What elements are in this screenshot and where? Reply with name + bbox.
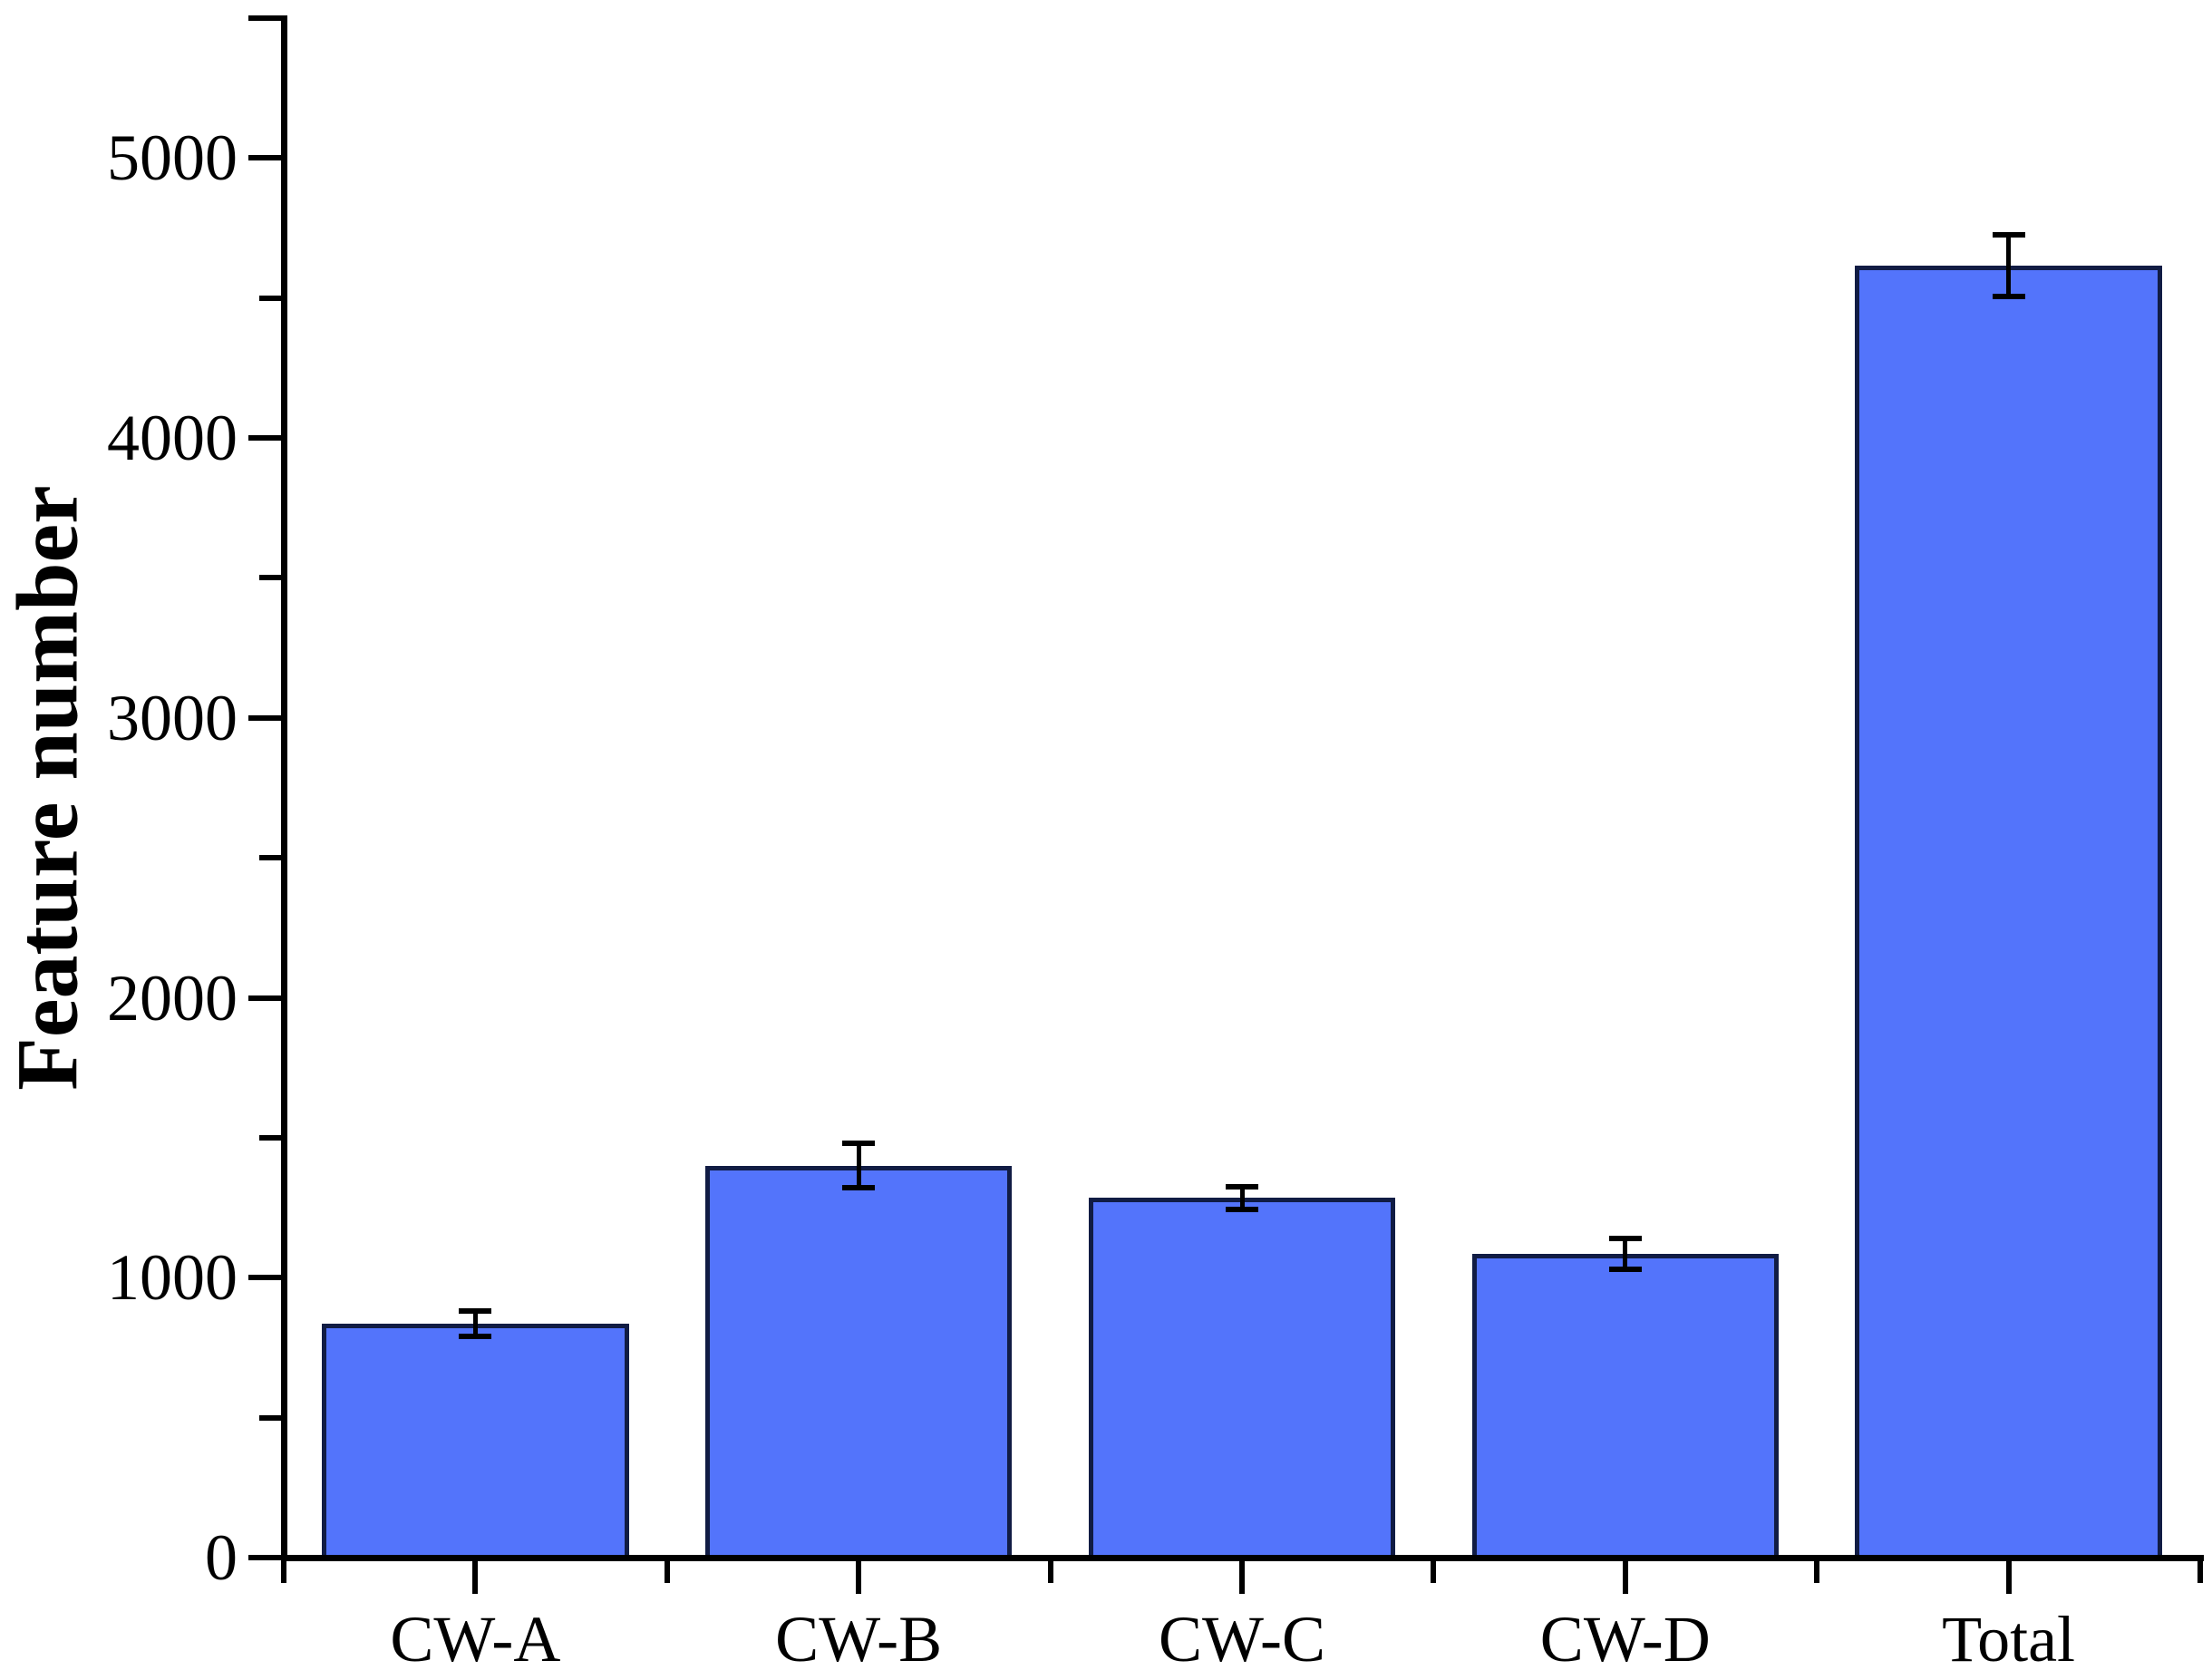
error-bar-cw-b (856, 1143, 861, 1189)
error-bar-cap-bottom-cw-d (1608, 1267, 1642, 1272)
error-bar-cap-bottom-total (1992, 294, 2025, 300)
y-minor-tick-5500 (247, 15, 281, 21)
error-bar-cw-d (1623, 1238, 1628, 1269)
x-boundary-tick-1 (664, 1560, 670, 1583)
error-bar-cap-top-cw-d (1608, 1236, 1642, 1242)
bar-cw-b (705, 1165, 1013, 1561)
error-bar-cw-a (472, 1311, 478, 1337)
y-minor-tick-4500 (258, 295, 281, 301)
x-category-tick-cw-a (472, 1560, 479, 1594)
x-category-label-cw-b: CW-B (775, 1603, 943, 1675)
y-axis-line (280, 15, 287, 1560)
bar-total (1855, 266, 2162, 1561)
error-bar-cap-top-cw-c (1226, 1183, 1258, 1190)
y-minor-tick-500 (258, 1414, 281, 1421)
y-major-tick-4000 (247, 435, 281, 442)
y-major-tick-2000 (247, 995, 281, 1001)
y-tick-label-2000: 2000 (107, 961, 238, 1034)
x-boundary-tick-5 (2197, 1560, 2203, 1583)
y-minor-tick-3500 (258, 575, 281, 581)
x-category-tick-cw-d (1622, 1560, 1628, 1594)
x-category-tick-cw-b (856, 1560, 862, 1594)
error-bar-cap-top-cw-a (459, 1308, 492, 1315)
x-category-tick-cw-c (1239, 1560, 1245, 1594)
x-boundary-tick-4 (1814, 1560, 1820, 1583)
x-category-label-cw-d: CW-D (1539, 1603, 1711, 1675)
x-boundary-tick-2 (1047, 1560, 1053, 1583)
error-bar-total (2006, 235, 2012, 297)
y-major-tick-5000 (247, 155, 281, 161)
y-major-tick-0 (247, 1555, 281, 1560)
x-category-tick-total (2005, 1560, 2012, 1594)
y-major-tick-1000 (247, 1275, 281, 1281)
bar-cw-a (322, 1324, 629, 1561)
x-category-label-cw-c: CW-C (1158, 1603, 1325, 1675)
bar-cw-d (1471, 1254, 1779, 1561)
y-tick-label-3000: 3000 (107, 681, 238, 754)
error-bar-cap-bottom-cw-c (1226, 1206, 1258, 1212)
x-boundary-tick-3 (1431, 1560, 1437, 1583)
error-bar-cap-bottom-cw-a (459, 1334, 492, 1340)
y-minor-tick-1500 (258, 1134, 281, 1141)
error-bar-cap-top-cw-b (842, 1141, 876, 1147)
y-tick-label-4000: 4000 (107, 402, 238, 475)
error-bar-cw-c (1239, 1186, 1245, 1209)
y-tick-label-0: 0 (205, 1521, 238, 1594)
y-minor-tick-2500 (258, 855, 281, 861)
bar-cw-c (1088, 1198, 1396, 1561)
x-category-label-cw-a: CW-A (390, 1603, 561, 1675)
y-tick-label-5000: 5000 (107, 121, 238, 195)
y-tick-label-1000: 1000 (107, 1241, 238, 1315)
error-bar-cap-top-total (1992, 232, 2025, 238)
y-major-tick-3000 (247, 714, 281, 721)
error-bar-cap-bottom-cw-b (842, 1185, 876, 1191)
x-axis-line (280, 1554, 2204, 1561)
x-category-label-total: Total (1942, 1603, 2076, 1675)
x-boundary-tick-0 (281, 1560, 286, 1583)
